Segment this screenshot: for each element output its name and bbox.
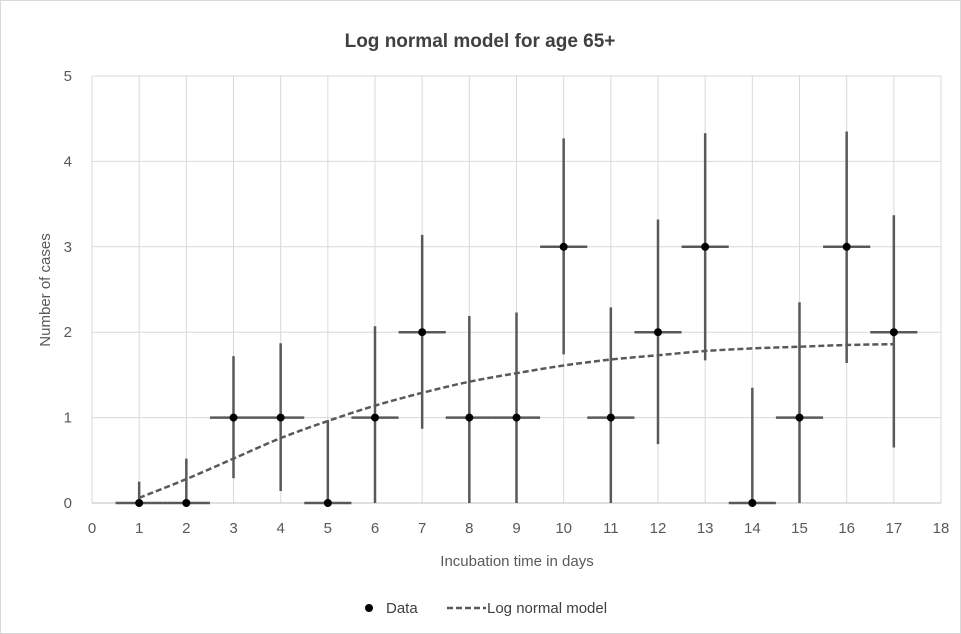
x-tick-label: 1 (135, 520, 143, 537)
data-point (606, 413, 615, 422)
x-tick-label: 15 (791, 520, 808, 537)
data-point (512, 413, 521, 422)
x-tick-label: 16 (838, 520, 855, 537)
legend: Data Log normal model (365, 600, 607, 617)
data-point (654, 328, 662, 337)
y-tick-label: 0 (64, 495, 72, 512)
legend-label-model: Log normal model (487, 600, 607, 617)
x-tick-label: 17 (885, 520, 902, 537)
y-tick-label: 1 (64, 410, 72, 427)
y-axis-label: Number of cases (37, 233, 54, 346)
x-tick-label: 7 (418, 520, 426, 537)
data-point (229, 413, 238, 422)
y-tick-label: 4 (64, 153, 72, 170)
y-tick-labels: 0 1 2 3 4 5 (64, 68, 72, 512)
x-tick-labels: 0 1 2 3 4 5 6 7 8 9 10 11 12 13 14 15 16 17 18 (88, 520, 950, 537)
data-point (559, 242, 568, 251)
x-tick-label: 4 (276, 520, 284, 537)
data-point (323, 499, 332, 507)
x-tick-label: 14 (744, 520, 761, 537)
data-point (748, 499, 757, 507)
legend-marker-data (365, 604, 373, 612)
data-point (276, 413, 285, 422)
data-point (889, 328, 898, 337)
y-tick-label: 2 (64, 324, 72, 341)
x-tick-label: 18 (933, 520, 950, 537)
data-points (135, 242, 898, 507)
y-tick-label: 3 (64, 239, 72, 256)
chart-title: Log normal model for age 65+ (345, 31, 616, 52)
x-tick-label: 8 (465, 520, 473, 537)
data-point (795, 413, 804, 422)
x-tick-label: 12 (650, 520, 667, 537)
model-line (138, 342, 894, 500)
data-point (418, 328, 427, 337)
x-tick-label: 6 (371, 520, 379, 537)
x-tick-label: 3 (229, 520, 237, 537)
legend-label-data: Data (386, 600, 418, 617)
data-point (465, 413, 474, 422)
x-tick-label: 10 (555, 520, 572, 537)
data-point (701, 242, 710, 251)
x-axis-label: Incubation time in days (440, 553, 593, 570)
x-tick-label: 0 (88, 520, 96, 537)
x-tick-label: 9 (512, 520, 520, 537)
data-point (842, 242, 851, 251)
model-curve (138, 342, 894, 500)
data-point (371, 413, 379, 422)
data-point (135, 499, 144, 507)
data-point (182, 499, 191, 507)
x-tick-label: 2 (182, 520, 190, 537)
x-tick-label: 5 (324, 520, 332, 537)
y-tick-label: 5 (64, 68, 72, 85)
x-tick-label: 13 (697, 520, 714, 537)
x-tick-label: 11 (603, 520, 619, 537)
